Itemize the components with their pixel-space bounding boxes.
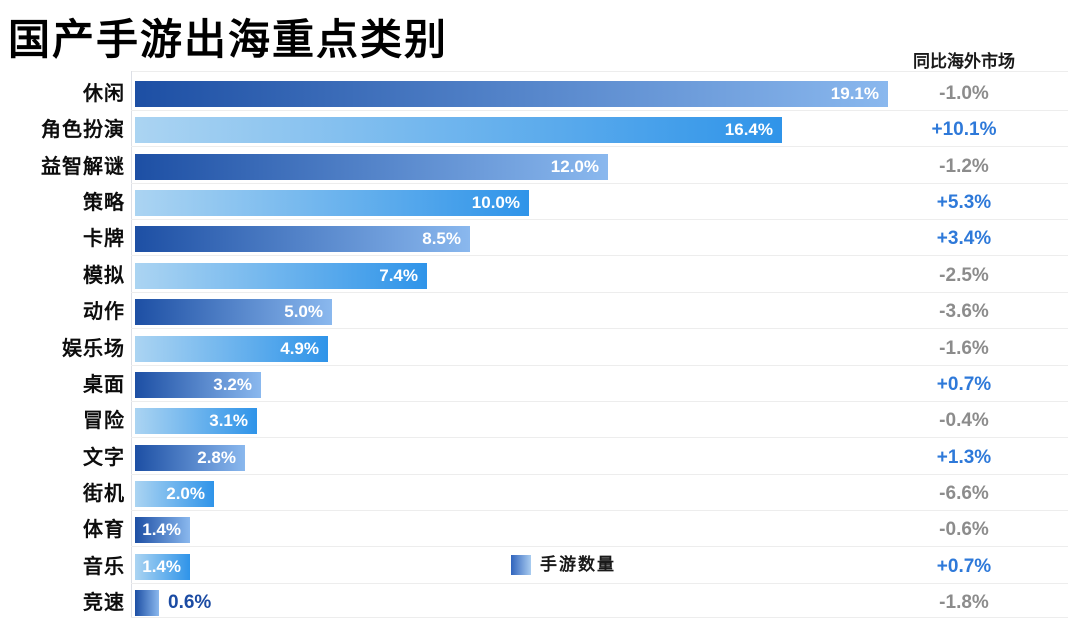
top-gridline [131, 71, 1068, 72]
bar: 4.9% [135, 335, 328, 362]
row-separator [131, 364, 1068, 366]
bar-value-label: 3.1% [209, 411, 248, 431]
chart-row: 竞速 0.6% -1.8% [0, 580, 1080, 618]
yoy-value: -1.0% [939, 83, 989, 104]
yoy-value: -2.5% [939, 264, 989, 286]
yoy-value: -1.6% [939, 337, 989, 359]
bar: 16.4% [135, 117, 782, 144]
category-axis-line [131, 71, 132, 618]
bar: 8.5% [135, 226, 470, 253]
yoy-value: +10.1% [931, 119, 997, 141]
chart-row: 策略 10.0% +5.3% [0, 180, 1080, 221]
bar-value-label: 4.9% [280, 338, 319, 358]
category-label: 街机 [83, 483, 125, 505]
bar-value-label: 0.6% [168, 592, 212, 613]
category-label: 卡牌 [83, 228, 125, 251]
category-label: 角色扮演 [41, 119, 125, 142]
bar: 5.0% [135, 299, 332, 326]
row-separator [131, 400, 1068, 402]
yoy-value: +1.3% [936, 446, 992, 468]
row-separator [131, 110, 1068, 111]
page-title: 国产手游出海重点类别 [8, 16, 449, 63]
yoy-value: +5.3% [936, 192, 992, 214]
bar-value-label: 2.8% [197, 447, 236, 467]
row-separator [131, 182, 1068, 184]
row-separator [131, 616, 1068, 618]
legend-swatch-icon [511, 555, 531, 575]
bar-value-label: 10.0% [471, 193, 520, 213]
bar-value-label: 3.2% [213, 374, 252, 394]
category-label: 动作 [83, 301, 125, 324]
bar-value-label: 8.5% [422, 229, 461, 249]
yoy-value: -0.6% [939, 519, 989, 541]
row-separator [131, 473, 1068, 475]
bar: 3.1% [135, 408, 257, 435]
bar: 2.0% [135, 481, 214, 507]
yoy-value: +0.7% [936, 373, 992, 395]
row-separator [131, 328, 1068, 330]
chart-row: 卡牌 8.5% +3.4% [0, 216, 1080, 257]
bar: 1.4% [135, 517, 190, 544]
bar: 1.4% [135, 553, 190, 580]
chart-row: 休闲 19.1% -1.0% [0, 71, 1080, 111]
row-separator [131, 510, 1068, 511]
category-label: 冒险 [83, 410, 125, 433]
category-label: 娱乐场 [62, 337, 125, 360]
category-label: 桌面 [83, 373, 125, 396]
chart-row: 桌面 3.2% +0.7% [0, 362, 1080, 402]
yoy-value: -6.6% [939, 483, 989, 504]
category-label: 音乐 [83, 555, 125, 578]
row-separator [131, 582, 1068, 584]
legend: 手游数量 [511, 555, 616, 575]
legend-label: 手游数量 [540, 555, 616, 574]
category-label: 益智解谜 [41, 155, 125, 178]
chart-row: 街机 2.0% -6.6% [0, 471, 1080, 511]
bar-value-label: 1.4% [142, 556, 181, 576]
bar: 7.4% [135, 262, 427, 289]
chart-row: 体育 1.4% -0.6% [0, 507, 1080, 548]
yoy-value: -1.8% [939, 592, 989, 613]
bar-value-label: 7.4% [379, 265, 418, 285]
category-label: 策略 [83, 192, 125, 215]
chart-row: 角色扮演 16.4% +10.1% [0, 107, 1080, 148]
bar-value-label: 12.0% [550, 156, 599, 176]
category-label: 体育 [83, 519, 125, 542]
bar: 3.2% [135, 371, 261, 398]
row-separator [131, 255, 1068, 257]
category-label: 竞速 [83, 592, 125, 614]
category-label: 休闲 [83, 83, 125, 105]
bar-value-label: 5.0% [284, 302, 323, 322]
row-separator [131, 437, 1068, 439]
yoy-value: +3.4% [936, 228, 992, 250]
yoy-value: -0.4% [939, 410, 989, 432]
chart-row: 音乐 1.4% +0.7% [0, 544, 1080, 584]
chart-row: 益智解谜 12.0% -1.2% [0, 144, 1080, 184]
bar-value-label: 2.0% [166, 484, 205, 503]
yoy-value: -3.6% [939, 301, 989, 323]
chart-row: 文字 2.8% +1.3% [0, 435, 1080, 475]
bar: 2.8% [135, 444, 245, 471]
bar: 12.0% [135, 153, 608, 180]
row-separator [131, 219, 1068, 221]
yoy-column-header: 同比海外市场 [913, 52, 1015, 71]
chart-row: 娱乐场 4.9% -1.6% [0, 326, 1080, 366]
category-label: 模拟 [83, 264, 125, 287]
category-label: 文字 [83, 446, 125, 469]
chart-row: 模拟 7.4% -2.5% [0, 253, 1080, 293]
yoy-value: +0.7% [936, 555, 992, 577]
bar-value-label: 1.4% [142, 520, 181, 540]
row-separator [131, 291, 1068, 293]
bar: 19.1% [135, 81, 888, 107]
row-separator [131, 146, 1068, 148]
bar-value-label: 19.1% [830, 84, 879, 103]
chart-row: 动作 5.0% -3.6% [0, 289, 1080, 330]
chart-row: 冒险 3.1% -0.4% [0, 398, 1080, 439]
bar [135, 590, 159, 616]
row-separator [131, 546, 1068, 548]
bar: 10.0% [135, 190, 529, 217]
bar-value-label: 16.4% [724, 120, 773, 140]
yoy-value: -1.2% [939, 155, 989, 177]
